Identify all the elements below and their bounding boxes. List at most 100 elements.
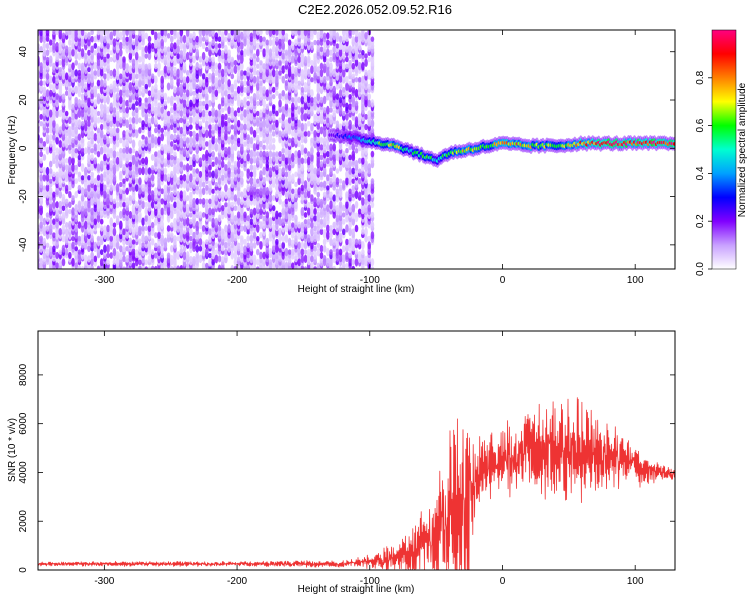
spectrogram-noise-cell [87, 105, 91, 115]
spectrogram-noise-cell [310, 122, 314, 132]
spectrogram-noise-cell [157, 61, 161, 71]
spectrogram-noise-cell [42, 86, 47, 94]
spectrogram-noise-cell [77, 51, 82, 61]
spectrogram-noise-cell [322, 244, 327, 253]
spectrogram-noise-cell [71, 156, 75, 166]
spectrogram-noise-cell [227, 105, 231, 115]
spectrogram-noise-cell [179, 265, 184, 269]
spectrogram-noise-cell [61, 169, 66, 179]
spectrogram-noise-cell [271, 143, 276, 151]
spectrogram-noise-cell [138, 265, 142, 269]
spectrogram-noise-cell [230, 134, 235, 140]
spectrogram-noise-cell [281, 241, 286, 249]
spectrogram-noise-cell [332, 68, 337, 78]
spectrogram-noise-cell [300, 241, 305, 249]
spectrogram-noise-cell [87, 73, 91, 80]
spectrogram-noise-cell [122, 68, 126, 78]
spectrogram-noise-cell [306, 234, 311, 243]
spectrogram-noise-cell [144, 112, 149, 122]
spectrogram-noise-cell [233, 79, 238, 87]
spectrogram-noise-cell [259, 221, 263, 230]
spectrogram-noise-cell [329, 167, 333, 175]
spectrogram-noise-cell [185, 51, 190, 61]
spectrogram-noise-cell [291, 97, 295, 103]
spectrogram-noise-cell [80, 234, 85, 244]
spectrogram-noise-cell [214, 217, 219, 226]
spectrogram-noise-cell [39, 30, 43, 37]
spectrogram-noise-cell [370, 119, 375, 129]
spectrogram-noise-cell [326, 48, 330, 58]
spectrogram-noise-cell [185, 230, 190, 240]
spectrogram-noise-cell [236, 256, 241, 262]
spectrogram-noise-cell [262, 251, 266, 260]
spectrogram-noise-cell [332, 228, 337, 236]
spectrogram-noise-cell [287, 65, 292, 75]
spectrogram-noise-cell [233, 205, 238, 212]
spectrogram-noise-cell [252, 65, 257, 74]
spectrogram-noise-cell [125, 36, 129, 42]
spectrogram-noise-cell [157, 32, 161, 40]
spectrogram-noise-cell [166, 96, 171, 104]
spectrogram-noise-cell [345, 76, 349, 84]
spectrogram-noise-cell [192, 78, 196, 88]
spectrogram-noise-cell [119, 54, 123, 64]
spectrogram-noise-cell [316, 31, 321, 41]
spectrogram-noise-cell [198, 157, 203, 165]
spectrogram-noise-cell [201, 224, 206, 232]
spectrogram-noise-cell [131, 154, 136, 161]
spectrogram-noise-cell [252, 241, 257, 249]
spectrogram-noise-cell [201, 247, 206, 257]
spectrogram-noise-cell [329, 49, 333, 56]
spectrogram-noise-cell [112, 68, 117, 78]
spectrogram-noise-cell [144, 166, 149, 176]
spectrogram-noise-cell [103, 163, 107, 172]
spectrogram-noise-cell [230, 39, 235, 46]
spectrogram-noise-cell [262, 166, 266, 176]
spectrogram-noise-cell [179, 117, 184, 124]
spectrogram-noise-cell [52, 171, 56, 178]
spectrogram-noise-cell [39, 62, 43, 71]
spectrogram-noise-cell [134, 51, 139, 61]
spectrogram-noise-cell [182, 93, 187, 101]
spectrogram-noise-cell [306, 55, 311, 64]
spectrogram-noise-cell [345, 191, 349, 199]
spectrogram-noise-cell [169, 266, 174, 269]
spectrogram-noise-cell [68, 201, 72, 209]
spectrogram-noise-cell [74, 85, 79, 95]
spectrogram-noise-cell [240, 113, 244, 121]
spectrogram-noise-cell [361, 249, 365, 255]
spectrogram-noise-cell [42, 68, 47, 78]
spectrogram-noise-cell [217, 109, 222, 118]
spectrogram-noise-cell [71, 76, 75, 83]
spectrogram-noise-cell [313, 113, 317, 120]
spectrogram-noise-cell [96, 213, 101, 223]
spectrogram-noise-cell [42, 42, 47, 50]
spectrogram-noise-cell [240, 69, 244, 77]
spectrogram-noise-cell [185, 217, 190, 227]
spectrogram-noise-cell [64, 55, 69, 63]
spectrogram-noise-cell [61, 224, 66, 233]
spectrogram-noise-cell [275, 110, 279, 117]
spectrogram-noise-cell [354, 200, 359, 209]
spectrogram-noise-cell [74, 59, 79, 66]
spectrogram-noise-cell [227, 79, 231, 88]
spectrogram-noise-cell [147, 241, 152, 250]
spectrogram-noise-cell [252, 254, 257, 264]
spectrogram-noise-cell [281, 89, 286, 97]
spectrogram-noise-cell [217, 103, 222, 110]
spectrogram-noise-cell [176, 32, 180, 40]
spectrogram-noise-cell [169, 191, 174, 198]
spectrogram-noise-cell [205, 30, 209, 36]
spectrogram-noise-cell [150, 174, 155, 182]
spectrogram-noise-cell [297, 80, 301, 86]
spectrogram-noise-cell [205, 141, 209, 147]
spectrogram-noise-cell [90, 228, 94, 236]
spectrogram-noise-cell [144, 259, 149, 266]
spectrogram-noise-cell [106, 244, 110, 254]
spectrogram-noise-cell [77, 154, 82, 161]
spectrogram-noise-cell [103, 56, 107, 63]
spectrogram-noise-cell [332, 252, 337, 259]
spectrogram-noise-cell [316, 191, 321, 198]
spectrogram-noise-cell [138, 30, 142, 36]
